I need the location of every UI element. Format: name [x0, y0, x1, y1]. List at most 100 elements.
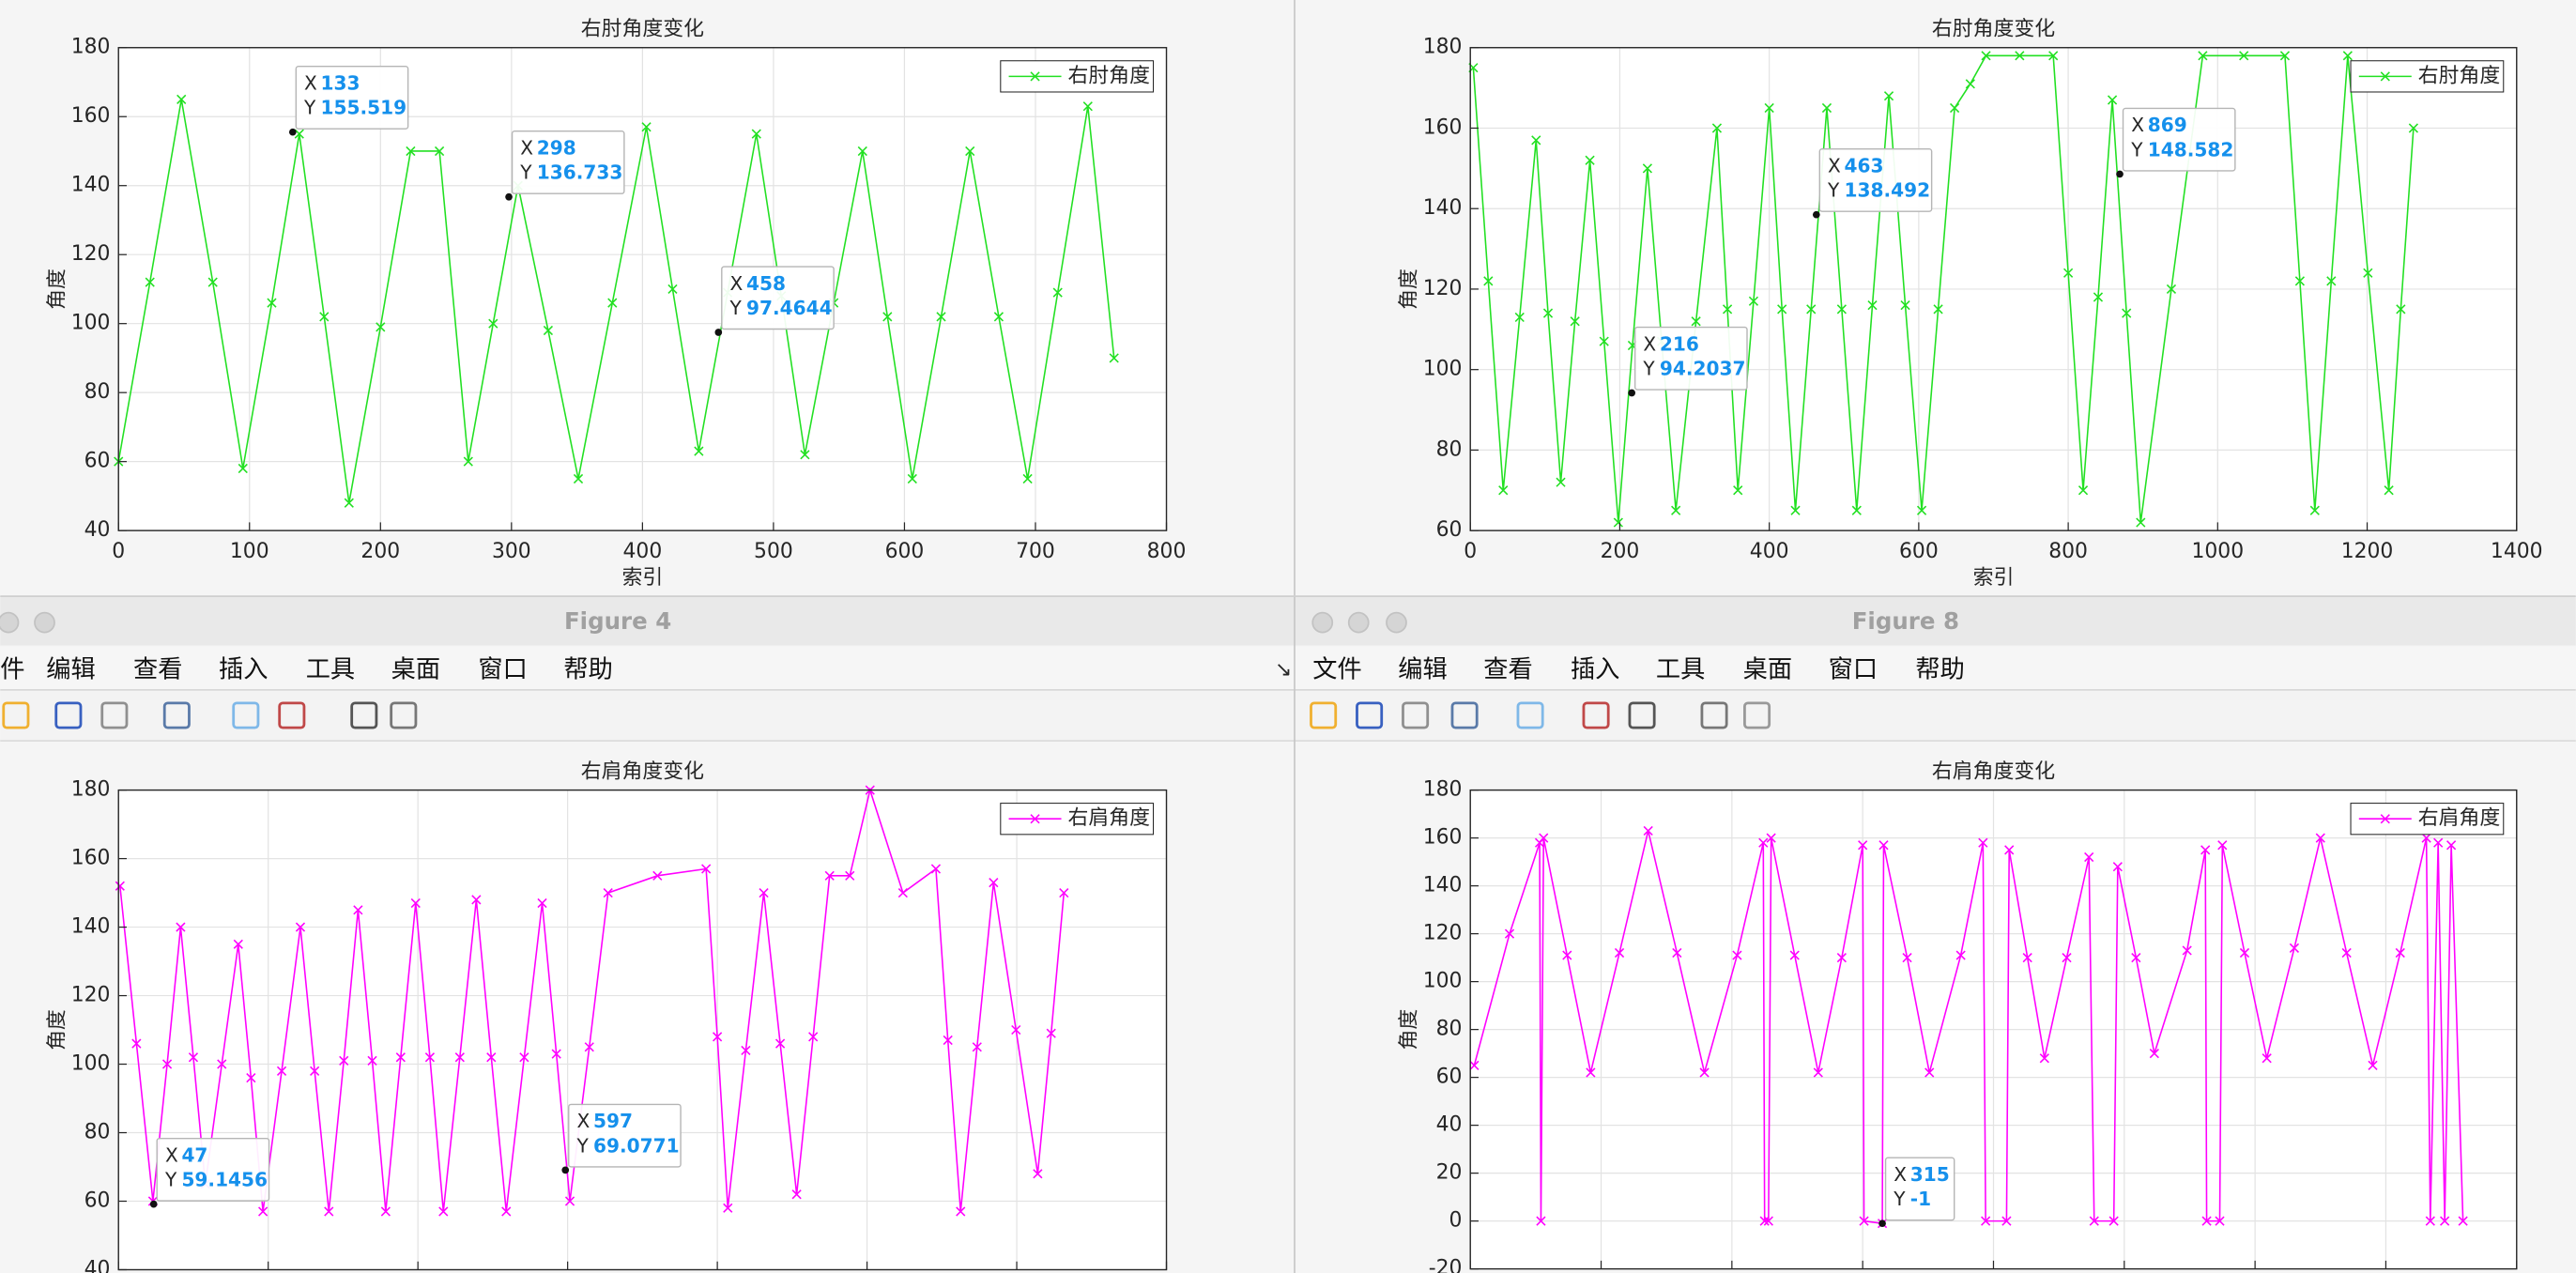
window-button[interactable] — [1386, 611, 1407, 634]
menu-item[interactable]: 桌面 — [1743, 655, 1792, 683]
toolbar-button[interactable] — [350, 701, 378, 729]
datatip-x-label: X — [520, 136, 533, 159]
toolbar-button[interactable] — [390, 701, 418, 729]
data-marker — [2107, 95, 2118, 105]
datatip-y-value: 155.519 — [321, 97, 407, 119]
axes-frame — [1469, 789, 2518, 1270]
datatip-point — [714, 329, 723, 336]
menu-item[interactable]: 帮助 — [563, 655, 612, 683]
toolbar-button[interactable] — [1628, 701, 1656, 729]
menu-item[interactable]: 查看 — [1483, 655, 1532, 683]
menu-item[interactable]: 帮助 — [1915, 655, 1964, 683]
menu-item[interactable]: 件 — [0, 655, 24, 683]
datatip-box — [2122, 107, 2236, 172]
data-marker — [276, 1066, 287, 1076]
datatip-y-label: Y — [1893, 1188, 1906, 1210]
data-marker — [1671, 505, 1681, 515]
data-marker — [2395, 947, 2405, 959]
data-marker — [713, 1032, 723, 1042]
y-tick-label: 100 — [71, 1052, 111, 1076]
toolbar-button[interactable] — [1310, 701, 1338, 729]
menu-item[interactable]: 编辑 — [46, 655, 95, 683]
menu-item[interactable]: 窗口 — [1829, 655, 1878, 683]
toolbar-button[interactable] — [54, 701, 83, 729]
data-marker — [1777, 304, 1787, 314]
data-marker — [2215, 1216, 2225, 1226]
data-marker — [694, 446, 704, 456]
toolbar-button[interactable] — [278, 701, 306, 729]
menu-item[interactable]: 插入 — [219, 655, 268, 683]
data-marker — [2062, 268, 2074, 278]
y-tick-label: 160 — [71, 847, 111, 870]
data-marker — [907, 473, 917, 484]
datatip-box — [1633, 326, 1748, 391]
x-tick-label: 600 — [885, 540, 925, 563]
data-marker — [1722, 304, 1733, 314]
x-tick-label: 500 — [754, 540, 793, 563]
datatip-box — [511, 130, 625, 194]
legend-label: 右肩角度 — [2418, 806, 2501, 830]
menu-item[interactable]: 工具 — [1656, 655, 1705, 683]
data-marker — [1536, 1216, 1546, 1226]
menu-item[interactable]: 编辑 — [1398, 655, 1447, 683]
data-marker — [930, 864, 942, 874]
datatip-x-label: X — [1643, 332, 1656, 355]
data-marker — [2198, 51, 2208, 61]
window-button[interactable] — [1311, 611, 1334, 634]
data-marker — [1836, 304, 1847, 314]
data-marker — [537, 897, 547, 909]
menu-item[interactable]: 桌面 — [391, 655, 440, 683]
data-marker — [1821, 102, 1832, 114]
data-marker — [488, 318, 498, 329]
data-marker — [324, 1206, 334, 1217]
data-marker — [267, 298, 277, 308]
toolbar-button[interactable] — [1402, 701, 1430, 729]
menu-item[interactable]: 工具 — [306, 655, 355, 683]
datatip-y-value: -1 — [1910, 1188, 1931, 1210]
menu-item[interactable]: 查看 — [133, 655, 182, 683]
toolbar-button[interactable] — [1450, 701, 1479, 729]
dock-arrow: ↘ — [1275, 658, 1292, 682]
data-marker — [2136, 517, 2146, 528]
toolbar-button[interactable] — [2, 701, 30, 729]
x-tick-label: 1000 — [2191, 540, 2244, 563]
datatip-box — [721, 266, 835, 330]
toolbar-button[interactable] — [100, 701, 129, 729]
data-marker — [751, 129, 761, 139]
data-marker — [2279, 51, 2291, 61]
data-marker — [2342, 51, 2353, 61]
data-marker — [1981, 51, 1991, 61]
data-marker — [217, 1059, 227, 1069]
data-marker — [2015, 51, 2025, 61]
datatip-x-value: 597 — [593, 1110, 633, 1132]
toolbar-button[interactable] — [232, 701, 260, 729]
window-button[interactable] — [1347, 611, 1370, 634]
data-marker — [1764, 102, 1774, 114]
data-marker — [607, 298, 618, 308]
toolbar-button[interactable] — [1743, 701, 1771, 729]
toolbar-button[interactable] — [1356, 701, 1384, 729]
data-marker — [2078, 485, 2089, 496]
toolbar-button[interactable] — [1582, 701, 1610, 729]
data-marker — [1924, 1067, 1935, 1078]
menu-item[interactable]: 文件 — [1312, 655, 1361, 683]
datatip-x-value: 463 — [1845, 154, 1884, 176]
x-tick-label: 100 — [230, 540, 269, 563]
menu-item[interactable]: 插入 — [1571, 655, 1619, 683]
y-axis-label: 角度 — [45, 1009, 69, 1051]
datatip-point — [2116, 170, 2124, 178]
data-marker — [471, 895, 482, 905]
window-button[interactable] — [34, 611, 55, 634]
window-title: Figure 4 — [564, 607, 671, 635]
menu-item[interactable]: 窗口 — [478, 655, 527, 683]
window-button[interactable] — [0, 611, 20, 634]
data-marker — [723, 1203, 733, 1213]
data-marker — [410, 897, 421, 909]
toolbar-button[interactable] — [162, 701, 191, 729]
toolbar-button[interactable] — [1700, 701, 1728, 729]
data-marker — [2182, 945, 2192, 956]
data-marker — [424, 1052, 436, 1063]
data-marker — [956, 1206, 966, 1217]
data-marker — [1514, 312, 1525, 323]
toolbar-button[interactable] — [1516, 701, 1544, 729]
